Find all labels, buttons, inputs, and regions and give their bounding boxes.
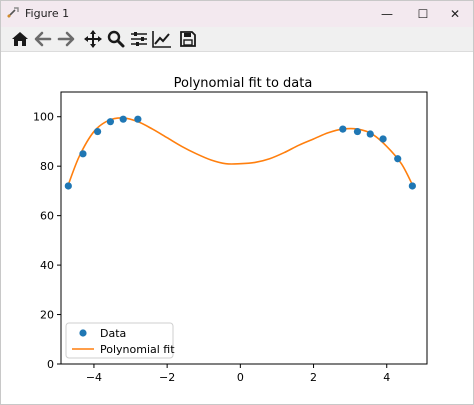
data-point: [64, 182, 72, 190]
y-tick-label: 20: [40, 309, 54, 322]
configure-subplots-icon: [131, 32, 147, 46]
figure-canvas: Polynomial fit to data −4 −2 0 2 4 0 20 40 60 80 1…: [1, 52, 473, 404]
window-title: Figure 1: [25, 7, 70, 20]
y-tick-label: 100: [33, 111, 54, 124]
data-point: [119, 115, 127, 123]
x-tick-label: 2: [310, 371, 317, 384]
minimize-button[interactable]: —: [365, 1, 409, 27]
maximize-button[interactable]: ☐: [401, 1, 445, 27]
axes-frame: [60, 91, 428, 365]
edit-axis-button[interactable]: [151, 29, 173, 49]
chart-title: Polynomial fit to data: [174, 76, 313, 91]
data-point: [379, 135, 387, 143]
legend-marker-data: [79, 329, 87, 337]
maximize-icon: ☐: [417, 7, 429, 21]
forward-button[interactable]: [55, 29, 77, 49]
polynomial-fit-chart: Polynomial fit to data −4 −2 0 2 40204060801…: [33, 76, 428, 384]
data-point: [134, 115, 142, 123]
home-icon: [12, 32, 28, 46]
configure-subplots-button[interactable]: [128, 29, 150, 49]
close-button[interactable]: ✕: [437, 1, 473, 27]
legend-label: Polynomial fit: [100, 343, 175, 356]
plot-marks: [64, 115, 416, 190]
data-point: [366, 130, 374, 138]
data-point: [339, 125, 347, 133]
zoom-button[interactable]: [105, 29, 127, 49]
back-arrow-icon: [34, 31, 52, 47]
close-icon: ✕: [449, 7, 461, 21]
pan-button[interactable]: [82, 29, 104, 49]
title-bar: Figure 1 — ☐ ✕: [1, 1, 473, 27]
y-tick-label: 80: [40, 160, 54, 173]
back-button[interactable]: [32, 29, 54, 49]
data-point: [408, 182, 416, 190]
minimize-icon: —: [381, 7, 393, 21]
x-tick-label: −2: [159, 371, 175, 384]
save-button[interactable]: [177, 29, 199, 49]
data-point: [79, 150, 87, 158]
edit-axis-icon: [152, 31, 171, 48]
legend: Data Polynomial fit: [65, 322, 175, 359]
data-point: [353, 127, 362, 136]
x-tick-label: −4: [86, 371, 102, 384]
legend-label: Data: [100, 327, 126, 340]
data-point: [394, 155, 402, 163]
navigation-toolbar: [1, 27, 473, 52]
save-icon: [180, 31, 196, 47]
y-tick-label: 40: [40, 259, 54, 272]
y-tick-label: 0: [47, 358, 54, 371]
x-tick-label: 0: [237, 371, 244, 384]
data-point: [106, 118, 115, 126]
pan-icon: [84, 30, 102, 48]
fit-line: [67, 117, 414, 186]
figure-app-icon: [7, 7, 19, 18]
home-button[interactable]: [9, 29, 31, 49]
y-tick-label: 60: [40, 210, 54, 223]
data-point: [94, 127, 102, 136]
forward-arrow-icon: [57, 31, 75, 47]
x-tick-label: 4: [383, 371, 390, 384]
zoom-icon: [107, 30, 125, 48]
